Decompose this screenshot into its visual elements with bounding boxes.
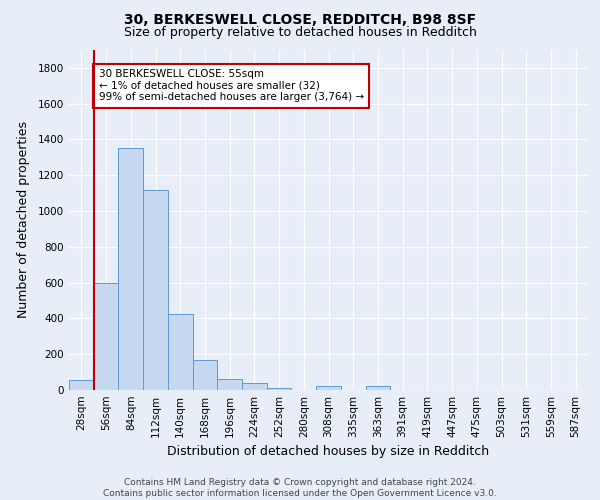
Bar <box>316 386 341 390</box>
Bar <box>168 314 193 390</box>
Bar <box>267 388 292 390</box>
Bar <box>365 386 390 390</box>
Text: 30, BERKESWELL CLOSE, REDDITCH, B98 8SF: 30, BERKESWELL CLOSE, REDDITCH, B98 8SF <box>124 12 476 26</box>
Bar <box>143 190 168 390</box>
Bar <box>217 380 242 390</box>
Y-axis label: Number of detached properties: Number of detached properties <box>17 122 29 318</box>
Text: 30 BERKESWELL CLOSE: 55sqm
← 1% of detached houses are smaller (32)
99% of semi-: 30 BERKESWELL CLOSE: 55sqm ← 1% of detac… <box>98 69 364 102</box>
Bar <box>193 360 217 390</box>
Bar <box>242 384 267 390</box>
Text: Size of property relative to detached houses in Redditch: Size of property relative to detached ho… <box>124 26 476 39</box>
Text: Contains HM Land Registry data © Crown copyright and database right 2024.
Contai: Contains HM Land Registry data © Crown c… <box>103 478 497 498</box>
X-axis label: Distribution of detached houses by size in Redditch: Distribution of detached houses by size … <box>167 446 490 458</box>
Bar <box>94 282 118 390</box>
Bar <box>118 148 143 390</box>
Bar <box>69 380 94 390</box>
